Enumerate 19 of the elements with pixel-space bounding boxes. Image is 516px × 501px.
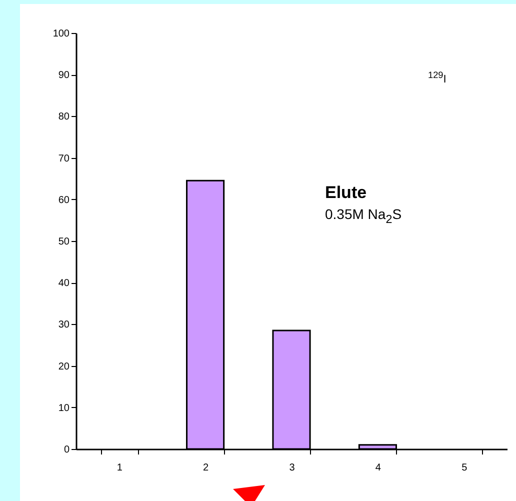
annotation: Elute: [325, 183, 367, 203]
y-tick-label: 50: [58, 236, 70, 248]
y-tick-label: 30: [58, 320, 70, 331]
annotation: $^{129}$I: [428, 70, 446, 86]
annotation: 0.35M Na$_{2}$S: [325, 206, 402, 226]
y-tick-label: 100: [52, 28, 70, 40]
x-tick-label: 2: [203, 462, 210, 474]
y-tick-label: 60: [58, 194, 70, 206]
y-tick-label: 70: [58, 153, 70, 164]
y-tick-label: 80: [58, 112, 70, 123]
x-tick-label: 1: [116, 462, 123, 474]
y-tick-label: 90: [58, 70, 70, 82]
y-tick-label: 0: [64, 444, 70, 456]
x-tick-label: 3: [289, 462, 296, 474]
y-tick-label: 40: [58, 278, 70, 290]
x-tick-label: 4: [375, 462, 382, 474]
y-tick-label: 20: [58, 361, 70, 372]
x-tick-label: 5: [462, 462, 468, 474]
y-tick-label: 10: [58, 402, 70, 414]
